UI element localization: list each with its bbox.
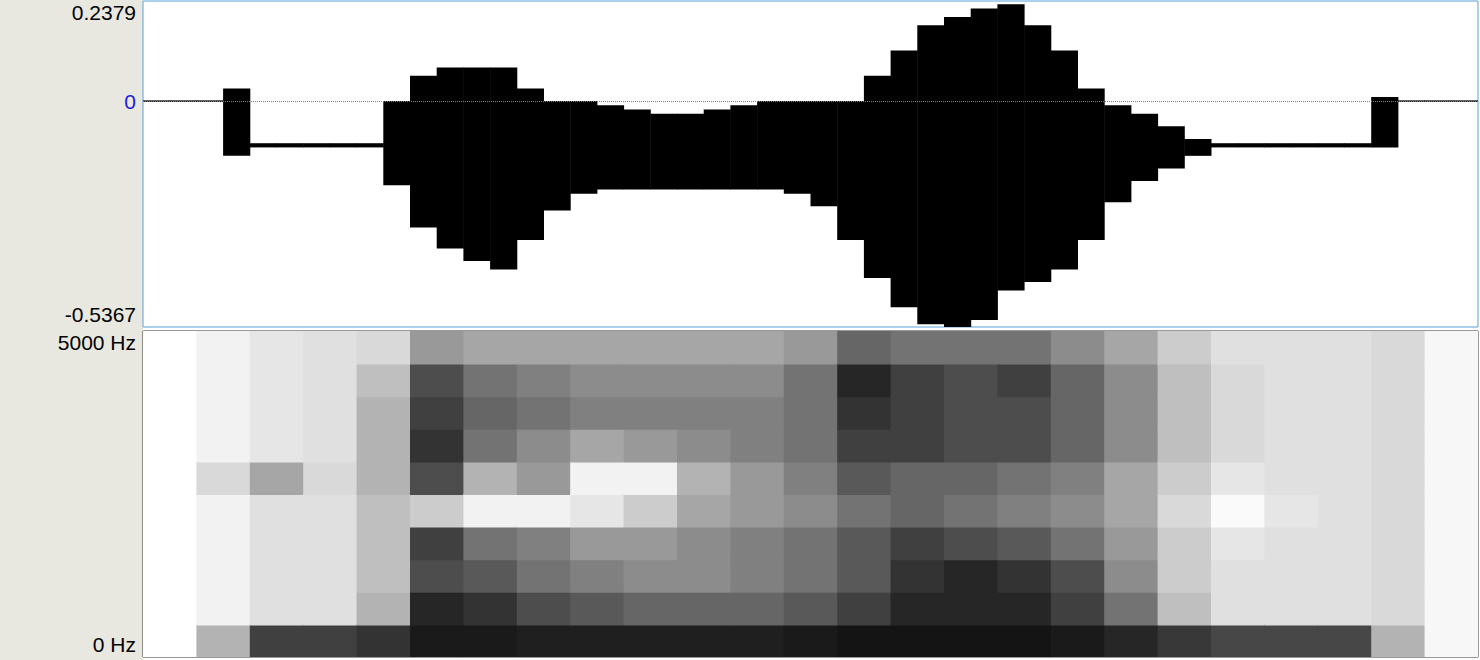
svg-text:-0.5367: -0.5367 [65, 303, 136, 326]
svg-text:0: 0 [124, 90, 136, 113]
svg-text:5000 Hz: 5000 Hz [58, 331, 136, 354]
svg-text:0 Hz: 0 Hz [93, 633, 136, 656]
svg-text:0.2379: 0.2379 [72, 1, 136, 24]
